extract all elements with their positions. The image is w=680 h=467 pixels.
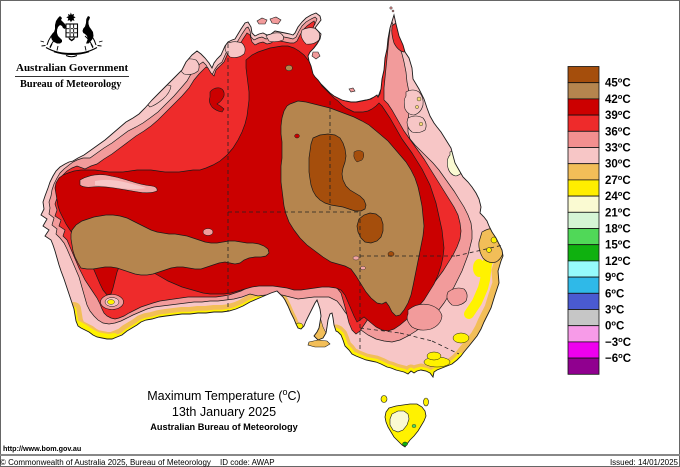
svg-text:9oC: 9oC [605, 270, 624, 284]
svg-text:12oC: 12oC [605, 254, 631, 268]
svg-text:45oC: 45oC [605, 76, 631, 90]
svg-text:0oC: 0oC [605, 319, 624, 333]
svg-text:−3oC: −3oC [605, 335, 631, 349]
svg-text:42oC: 42oC [605, 92, 631, 106]
svg-text:30oC: 30oC [605, 157, 631, 171]
svg-text:36oC: 36oC [605, 124, 631, 138]
svg-text:33oC: 33oC [605, 141, 631, 155]
svg-text:27oC: 27oC [605, 173, 631, 187]
svg-text:15oC: 15oC [605, 238, 631, 252]
svg-text:21oC: 21oC [605, 205, 631, 219]
svg-text:39oC: 39oC [605, 108, 631, 122]
svg-text:−6oC: −6oC [605, 351, 631, 365]
svg-text:24oC: 24oC [605, 189, 631, 203]
svg-text:6oC: 6oC [605, 286, 624, 300]
svg-text:3oC: 3oC [605, 303, 624, 317]
svg-text:18oC: 18oC [605, 222, 631, 236]
